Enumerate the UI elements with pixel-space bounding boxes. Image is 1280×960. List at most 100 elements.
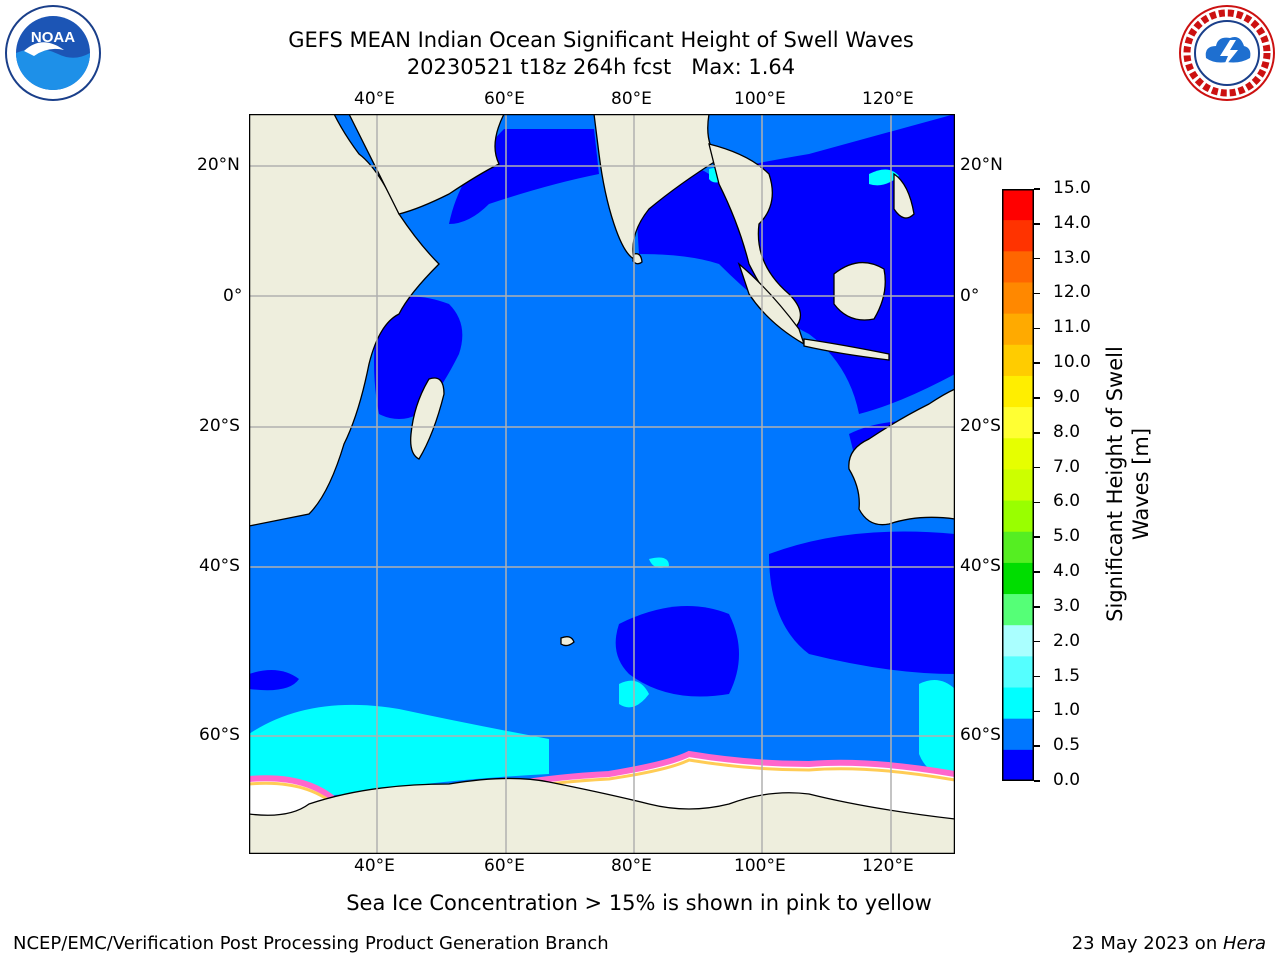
colorbar-segment	[1002, 500, 1034, 533]
colorbar-segment	[1002, 531, 1034, 564]
lon-label-bottom-60e: 60°E	[484, 856, 525, 876]
colorbar-tick-mark	[1034, 188, 1040, 190]
high-swell-regions	[249, 167, 955, 796]
colorbar-tick-label: 10.0	[1053, 352, 1091, 373]
sea-ice-note: Sea Ice Concentration > 15% is shown in …	[0, 891, 1280, 915]
lat-label-right-20n: 20°N	[960, 155, 1003, 175]
lon-label-top-120e: 120°E	[862, 89, 914, 109]
colorbar-tick-label: 0.5	[1053, 735, 1081, 756]
colorbar-tick-mark	[1034, 536, 1040, 538]
colorbar-segment	[1002, 562, 1034, 595]
footer-date: 23 May 2023 on Hera	[1072, 933, 1266, 954]
colorbar-segment	[1002, 313, 1034, 346]
lat-label-left-40s: 40°S	[199, 556, 240, 576]
indochina	[708, 143, 801, 330]
land-masses	[249, 114, 955, 854]
colorbar-tick-label: 4.0	[1053, 561, 1081, 582]
borneo	[833, 262, 886, 321]
colorbar-tick-label: 6.0	[1053, 491, 1081, 512]
madagascar	[410, 377, 445, 460]
colorbar-tick-mark	[1034, 223, 1040, 225]
colorbar-segment	[1002, 594, 1034, 626]
colorbar-tick-mark	[1034, 606, 1040, 608]
africa	[249, 114, 440, 527]
kerguelen-island	[560, 636, 575, 647]
colorbar-segment	[1002, 375, 1034, 408]
lat-label-right-60s: 60°S	[960, 725, 1001, 745]
footer-host: Hera	[1222, 933, 1266, 954]
chart-subtitle: 20230521 t18z 264h fcst Max: 1.64	[406, 55, 796, 79]
colorbar-segment	[1002, 718, 1034, 751]
colorbar-segment	[1002, 438, 1034, 470]
nws-logo	[1179, 5, 1275, 101]
colorbar-segment	[1002, 656, 1034, 689]
lat-label-left-0: 0°	[223, 286, 243, 306]
lon-label-top-100e: 100°E	[734, 89, 786, 109]
antarctica	[249, 777, 955, 854]
colorbar-segment	[1002, 344, 1034, 377]
colorbar-segment	[1002, 282, 1034, 315]
colorbar-tick-label: 7.0	[1053, 456, 1081, 477]
colorbar-tick-label: 14.0	[1053, 212, 1091, 233]
lat-label-right-40s: 40°S	[960, 556, 1001, 576]
colorbar-tick-label: 15.0	[1053, 178, 1091, 198]
colorbar-tick-mark	[1034, 571, 1040, 573]
lon-label-top-60e: 60°E	[484, 89, 525, 109]
colorbar-frame	[1002, 189, 1034, 781]
philippines	[893, 172, 915, 219]
colorbar-tick-mark	[1034, 710, 1040, 713]
lon-label-bottom-80e: 80°E	[611, 856, 652, 876]
lat-label-left-60s: 60°S	[199, 725, 240, 745]
colorbar-tick-label: 3.0	[1053, 595, 1081, 616]
colorbar-tick-label: 8.0	[1053, 421, 1081, 442]
colorbar-tick-label: 0.0	[1053, 770, 1081, 790]
colorbar-tick-mark	[1034, 432, 1040, 434]
lat-label-right-0: 0°	[960, 286, 980, 306]
sumatra	[737, 262, 806, 346]
colorbar-label: Significant Height of Swell Waves [m]	[1103, 346, 1153, 622]
colorbar-tick-label: 9.0	[1053, 386, 1081, 407]
graticule	[249, 114, 955, 854]
colorbar-tick-mark	[1034, 257, 1040, 260]
colorbar-segment	[1002, 220, 1034, 252]
arabian-peninsula	[348, 114, 505, 215]
colorbar-tick-mark	[1034, 292, 1040, 295]
colorbar-tick-label: 13.0	[1053, 247, 1091, 268]
map-frame	[249, 114, 955, 854]
lon-label-bottom-40e: 40°E	[354, 856, 395, 876]
colorbar-tick-mark	[1034, 640, 1040, 643]
colorbar-segment	[1002, 251, 1034, 283]
lon-label-bottom-100e: 100°E	[734, 856, 786, 876]
lat-label-left-20n: 20°N	[197, 155, 240, 175]
colorbar-segment	[1002, 749, 1034, 781]
colorbar-tick-label: 5.0	[1053, 526, 1081, 547]
map-plot	[249, 114, 955, 854]
colorbar-tick-label: 1.5	[1053, 665, 1081, 686]
colorbar-segment	[1002, 407, 1034, 439]
australia	[848, 388, 955, 526]
colorbar-tick-label: 12.0	[1053, 282, 1091, 303]
colorbar-segment	[1002, 687, 1034, 720]
chart-title: GEFS MEAN Indian Ocean Significant Heigh…	[288, 28, 914, 52]
colorbar-tick-mark	[1034, 501, 1040, 504]
colorbar-segment	[1002, 469, 1034, 502]
colorbar-tick-mark	[1034, 675, 1040, 678]
colorbar-tick-mark	[1034, 362, 1040, 364]
lon-label-top-80e: 80°E	[611, 89, 652, 109]
colorbar-tick-label: 11.0	[1053, 317, 1091, 338]
lon-label-bottom-120e: 120°E	[862, 856, 914, 876]
noaa-logo-text: NOAA	[31, 29, 75, 46]
colorbar-segment	[1002, 189, 1034, 221]
footer-credit: NCEP/EMC/Verification Post Processing Pr…	[13, 933, 609, 954]
lon-label-top-40e: 40°E	[354, 89, 395, 109]
colorbar-tick-mark	[1034, 466, 1040, 469]
colorbar-tick-mark	[1034, 397, 1040, 399]
colorbar-segment	[1002, 625, 1034, 657]
java	[803, 338, 890, 361]
colorbar-tick-mark	[1034, 780, 1040, 782]
lat-label-left-20s: 20°S	[199, 416, 240, 436]
colorbar-tick-mark	[1034, 745, 1040, 747]
colorbar	[1002, 189, 1034, 781]
colorbar-tick-mark	[1034, 327, 1040, 330]
colorbar-tick-label: 2.0	[1053, 630, 1081, 651]
